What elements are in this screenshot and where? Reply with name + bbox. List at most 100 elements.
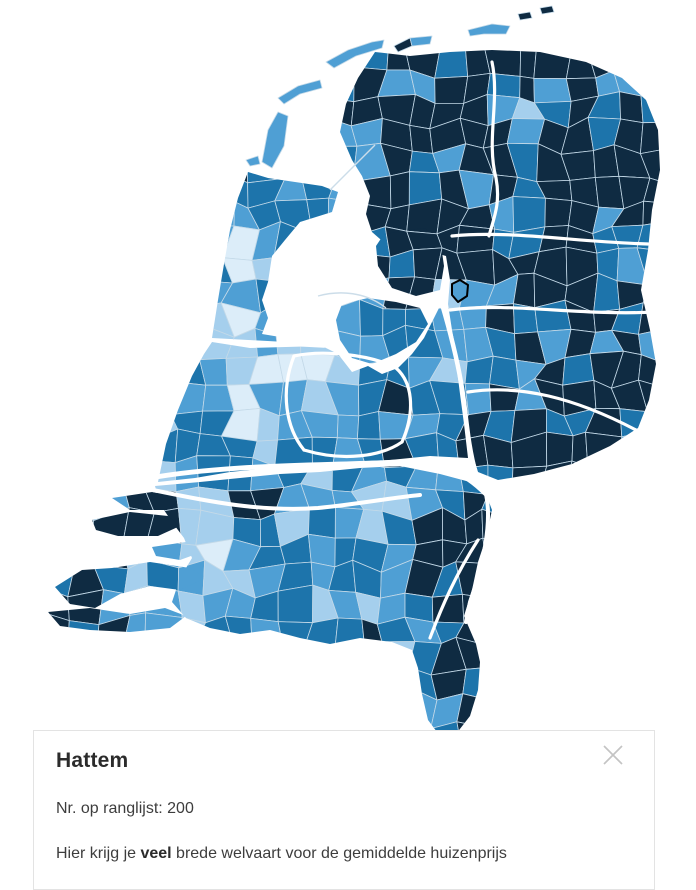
municipality-cell[interactable] [381,641,416,675]
municipality-cell[interactable] [250,618,284,652]
municipality-cell[interactable] [123,612,147,650]
island-municipality[interactable] [409,35,433,47]
island-municipality[interactable] [539,5,555,15]
municipality-cell[interactable] [196,455,231,491]
municipality-cell[interactable] [640,147,671,184]
province-border [466,388,638,432]
municipality-cell[interactable] [429,380,469,416]
close-button[interactable] [598,741,628,771]
municipality-cell[interactable] [636,220,674,253]
municipality-cell[interactable] [640,72,675,102]
description-suffix: brede welvaart voor de gemiddelde huizen… [171,845,507,862]
municipality-cell[interactable] [533,78,572,104]
land-region [155,466,492,745]
netherlands-choropleth-map[interactable] [0,0,696,745]
municipality-cell[interactable] [456,224,496,254]
municipality-cell[interactable] [122,484,155,512]
municipality-cell[interactable] [434,76,469,104]
municipality-cell[interactable] [170,381,207,416]
municipality-cell[interactable] [326,66,355,103]
island-municipality[interactable] [325,39,385,69]
municipality-cell[interactable] [92,546,129,570]
island-municipality[interactable] [277,79,323,105]
municipality-cell[interactable] [511,465,548,491]
municipality-cell[interactable] [489,383,520,412]
dike-line [317,292,387,309]
municipality-cell[interactable] [144,612,183,650]
municipality-cell[interactable] [562,353,595,386]
island-municipality[interactable] [261,111,289,169]
municipality-cell[interactable] [642,200,670,226]
municipality-cell[interactable] [336,414,360,440]
municipality-cell[interactable] [121,508,155,547]
municipality-cell[interactable] [332,299,361,337]
municipality-cell[interactable] [489,355,520,390]
municipality-cell[interactable] [356,411,381,440]
municipality-cell[interactable] [585,431,623,468]
municipality-cell[interactable] [486,73,521,99]
municipality-cell[interactable] [333,145,358,183]
island-municipality[interactable] [467,23,511,37]
municipality-cell[interactable] [512,196,546,233]
island-municipality[interactable] [245,155,261,167]
municipality-cell[interactable] [146,560,180,592]
municipality-cell[interactable] [640,121,671,155]
municipality-cell[interactable] [566,460,590,486]
municipality-cell[interactable] [275,327,302,355]
close-icon [603,744,623,765]
province-border [302,440,404,459]
municipality-cell[interactable] [66,509,94,546]
municipality-cell[interactable] [455,410,491,442]
municipality-cell[interactable] [487,464,514,494]
municipality-cell[interactable] [251,257,287,283]
municipality-cell[interactable] [277,584,314,624]
municipality-cell[interactable] [352,175,392,210]
river-channel [206,338,326,348]
municipality-cell[interactable] [430,721,464,745]
province-border [450,232,650,246]
municipality-cell[interactable] [619,432,640,465]
municipality-cell[interactable] [307,506,336,539]
municipality-cell[interactable] [277,621,313,646]
municipality-cell[interactable] [147,428,179,464]
municipality-cell[interactable] [97,615,131,641]
municipality-cell[interactable] [389,171,410,210]
municipality-cell[interactable] [565,44,597,80]
island-municipality[interactable] [393,37,413,53]
municipality-cell[interactable] [464,382,492,416]
municipality-cell[interactable] [354,253,391,285]
municipality-cell[interactable] [334,617,365,649]
river-channel [464,492,490,624]
municipality-cell[interactable] [92,508,130,547]
tooltip-panel: Hattem Nr. op ranglijst: 200 Hier krijg … [33,730,655,890]
island-municipality[interactable] [517,11,533,21]
municipality-cell[interactable] [233,154,249,184]
municipality-cell[interactable] [464,42,491,77]
tooltip-description: Hier krijg je veel brede welvaart voor d… [56,845,630,863]
municipality-cell[interactable] [619,91,644,124]
municipality-cell[interactable] [327,197,361,235]
municipality-cell[interactable] [409,125,434,154]
municipality-cell[interactable] [533,43,573,80]
municipality-cell[interactable] [405,276,436,310]
municipality-cell[interactable] [66,482,98,521]
municipality-cell[interactable] [67,620,100,642]
municipality-cell[interactable] [638,299,673,335]
municipality-cell[interactable] [546,431,574,467]
municipality-cell[interactable] [640,95,675,124]
municipality-cell[interactable] [299,327,336,356]
province-border [284,354,306,452]
municipality-cell[interactable] [430,278,467,308]
province-border [448,305,657,315]
municipality-hattem-highlighted[interactable] [451,279,469,303]
municipality-cell[interactable] [544,197,573,228]
municipality-cell[interactable] [273,221,313,259]
municipality-cell[interactable] [195,201,236,227]
municipality-cell[interactable] [326,97,355,127]
municipality-cell[interactable] [642,283,672,304]
municipality-cell[interactable] [434,39,469,79]
municipality-cell[interactable] [306,197,330,235]
municipality-cell[interactable] [124,560,148,594]
municipality-cell[interactable] [255,278,287,314]
municipality-cell[interactable] [224,615,253,652]
